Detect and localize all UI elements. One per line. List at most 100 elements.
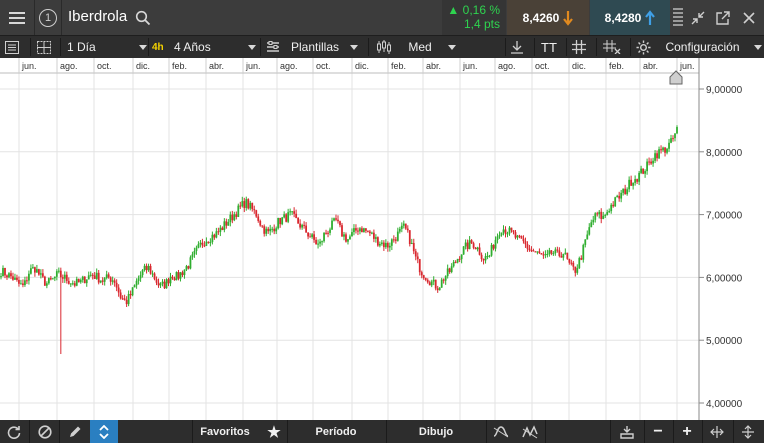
candle	[39, 269, 42, 279]
candle	[175, 271, 178, 281]
candle	[211, 231, 214, 245]
zoom-in-icon[interactable]: +	[682, 422, 692, 440]
candle	[137, 275, 140, 285]
candle	[598, 209, 601, 219]
close-icon[interactable]	[737, 0, 761, 35]
candle	[307, 232, 309, 240]
candle	[414, 248, 417, 261]
candle	[183, 269, 186, 279]
candle	[404, 223, 407, 230]
toggle-layout-button[interactable]	[90, 420, 118, 443]
candle	[468, 236, 471, 250]
tools-icon[interactable]	[612, 420, 642, 443]
candle	[494, 236, 497, 252]
drag-handle-icon[interactable]	[671, 0, 685, 35]
candle	[45, 281, 48, 289]
candle	[47, 277, 50, 285]
candle	[57, 267, 60, 274]
period-button[interactable]: Período	[315, 425, 357, 438]
candle	[195, 245, 198, 255]
studies-icon[interactable]	[516, 420, 544, 443]
zoom-out-icon[interactable]: −	[653, 422, 663, 440]
candle	[620, 189, 623, 203]
list-icon[interactable]	[5, 36, 25, 58]
templates-select[interactable]: Plantillas	[266, 36, 358, 58]
collapse-icon[interactable]	[686, 0, 710, 35]
buy-button[interactable]: 8,4280	[590, 0, 670, 35]
price-label: 5,00000	[706, 336, 743, 347]
time-label: oct.	[97, 61, 112, 71]
grid-layout-icon[interactable]	[37, 36, 55, 58]
text-size-icon[interactable]: TT	[541, 39, 557, 55]
range-marker-icon[interactable]	[669, 70, 683, 85]
expand-vertical-icon[interactable]	[734, 420, 762, 443]
indicator-icon[interactable]	[487, 420, 515, 443]
candle	[227, 219, 230, 226]
timeframe-badge[interactable]: 4h	[152, 41, 164, 53]
chevron-down-icon	[139, 44, 147, 50]
candle	[406, 225, 409, 233]
candlestick-icon	[377, 40, 391, 54]
menu-icon[interactable]	[0, 0, 34, 35]
down-arrow-icon	[563, 10, 574, 26]
drawing-button[interactable]: Dibujo	[418, 425, 454, 438]
time-label: jun.	[245, 61, 261, 71]
pencil-icon[interactable]	[60, 420, 89, 443]
instrument-name[interactable]: Iberdrola	[68, 8, 128, 25]
candle	[63, 271, 66, 283]
candle	[586, 230, 589, 240]
candle	[614, 196, 617, 207]
candle	[363, 227, 365, 233]
candle	[41, 269, 44, 278]
candle	[560, 252, 563, 258]
candle	[283, 211, 286, 219]
range-select[interactable]: 4 Años	[174, 36, 256, 58]
candle	[444, 275, 447, 285]
candle	[516, 234, 519, 240]
candle	[628, 176, 631, 193]
candle	[498, 231, 501, 239]
candle	[121, 295, 124, 300]
candle	[357, 227, 359, 236]
crosshair-grid-icon[interactable]	[603, 36, 625, 58]
candle	[546, 249, 549, 258]
grid-icon[interactable]	[572, 36, 590, 58]
popout-icon[interactable]	[711, 0, 735, 35]
candle	[99, 280, 102, 284]
candle	[101, 277, 104, 286]
candle	[578, 256, 581, 270]
divider	[34, 0, 35, 35]
candle	[438, 287, 441, 291]
candle	[530, 246, 533, 252]
templates-icon	[267, 41, 279, 52]
candle	[412, 238, 415, 255]
candle	[612, 201, 615, 208]
candle	[199, 239, 202, 248]
interval-select[interactable]: 1 Día	[67, 36, 147, 58]
candle	[32, 264, 34, 269]
chart-type-select[interactable]: Med	[376, 36, 456, 58]
price-chart[interactable]: jun. ago. oct. dic. feb. abr. jun. ago. oct. dic.…	[0, 58, 764, 420]
candle	[167, 277, 170, 287]
settings-menu[interactable]: Configuración	[636, 36, 762, 58]
search-icon[interactable]	[132, 0, 154, 35]
favorites-button[interactable]: Favoritos	[200, 425, 250, 438]
candle	[408, 230, 411, 247]
instrument-info-icon[interactable]: 1	[36, 0, 60, 35]
chevron-down-icon	[350, 44, 358, 50]
disable-icon[interactable]	[30, 420, 59, 443]
drawings-list-icon[interactable]	[510, 36, 528, 58]
star-icon[interactable]: ★	[267, 423, 281, 441]
candle	[462, 246, 465, 255]
refresh-icon[interactable]	[0, 420, 28, 443]
buy-price: 8,4280	[604, 10, 642, 25]
candle	[384, 239, 387, 249]
candle	[374, 234, 377, 243]
candle	[536, 251, 539, 255]
candle	[169, 272, 172, 287]
sell-button[interactable]: 8,4260	[507, 0, 589, 35]
candle	[131, 287, 134, 297]
candle	[115, 279, 118, 292]
expand-horizontal-icon[interactable]	[703, 420, 731, 443]
candle	[129, 290, 132, 299]
